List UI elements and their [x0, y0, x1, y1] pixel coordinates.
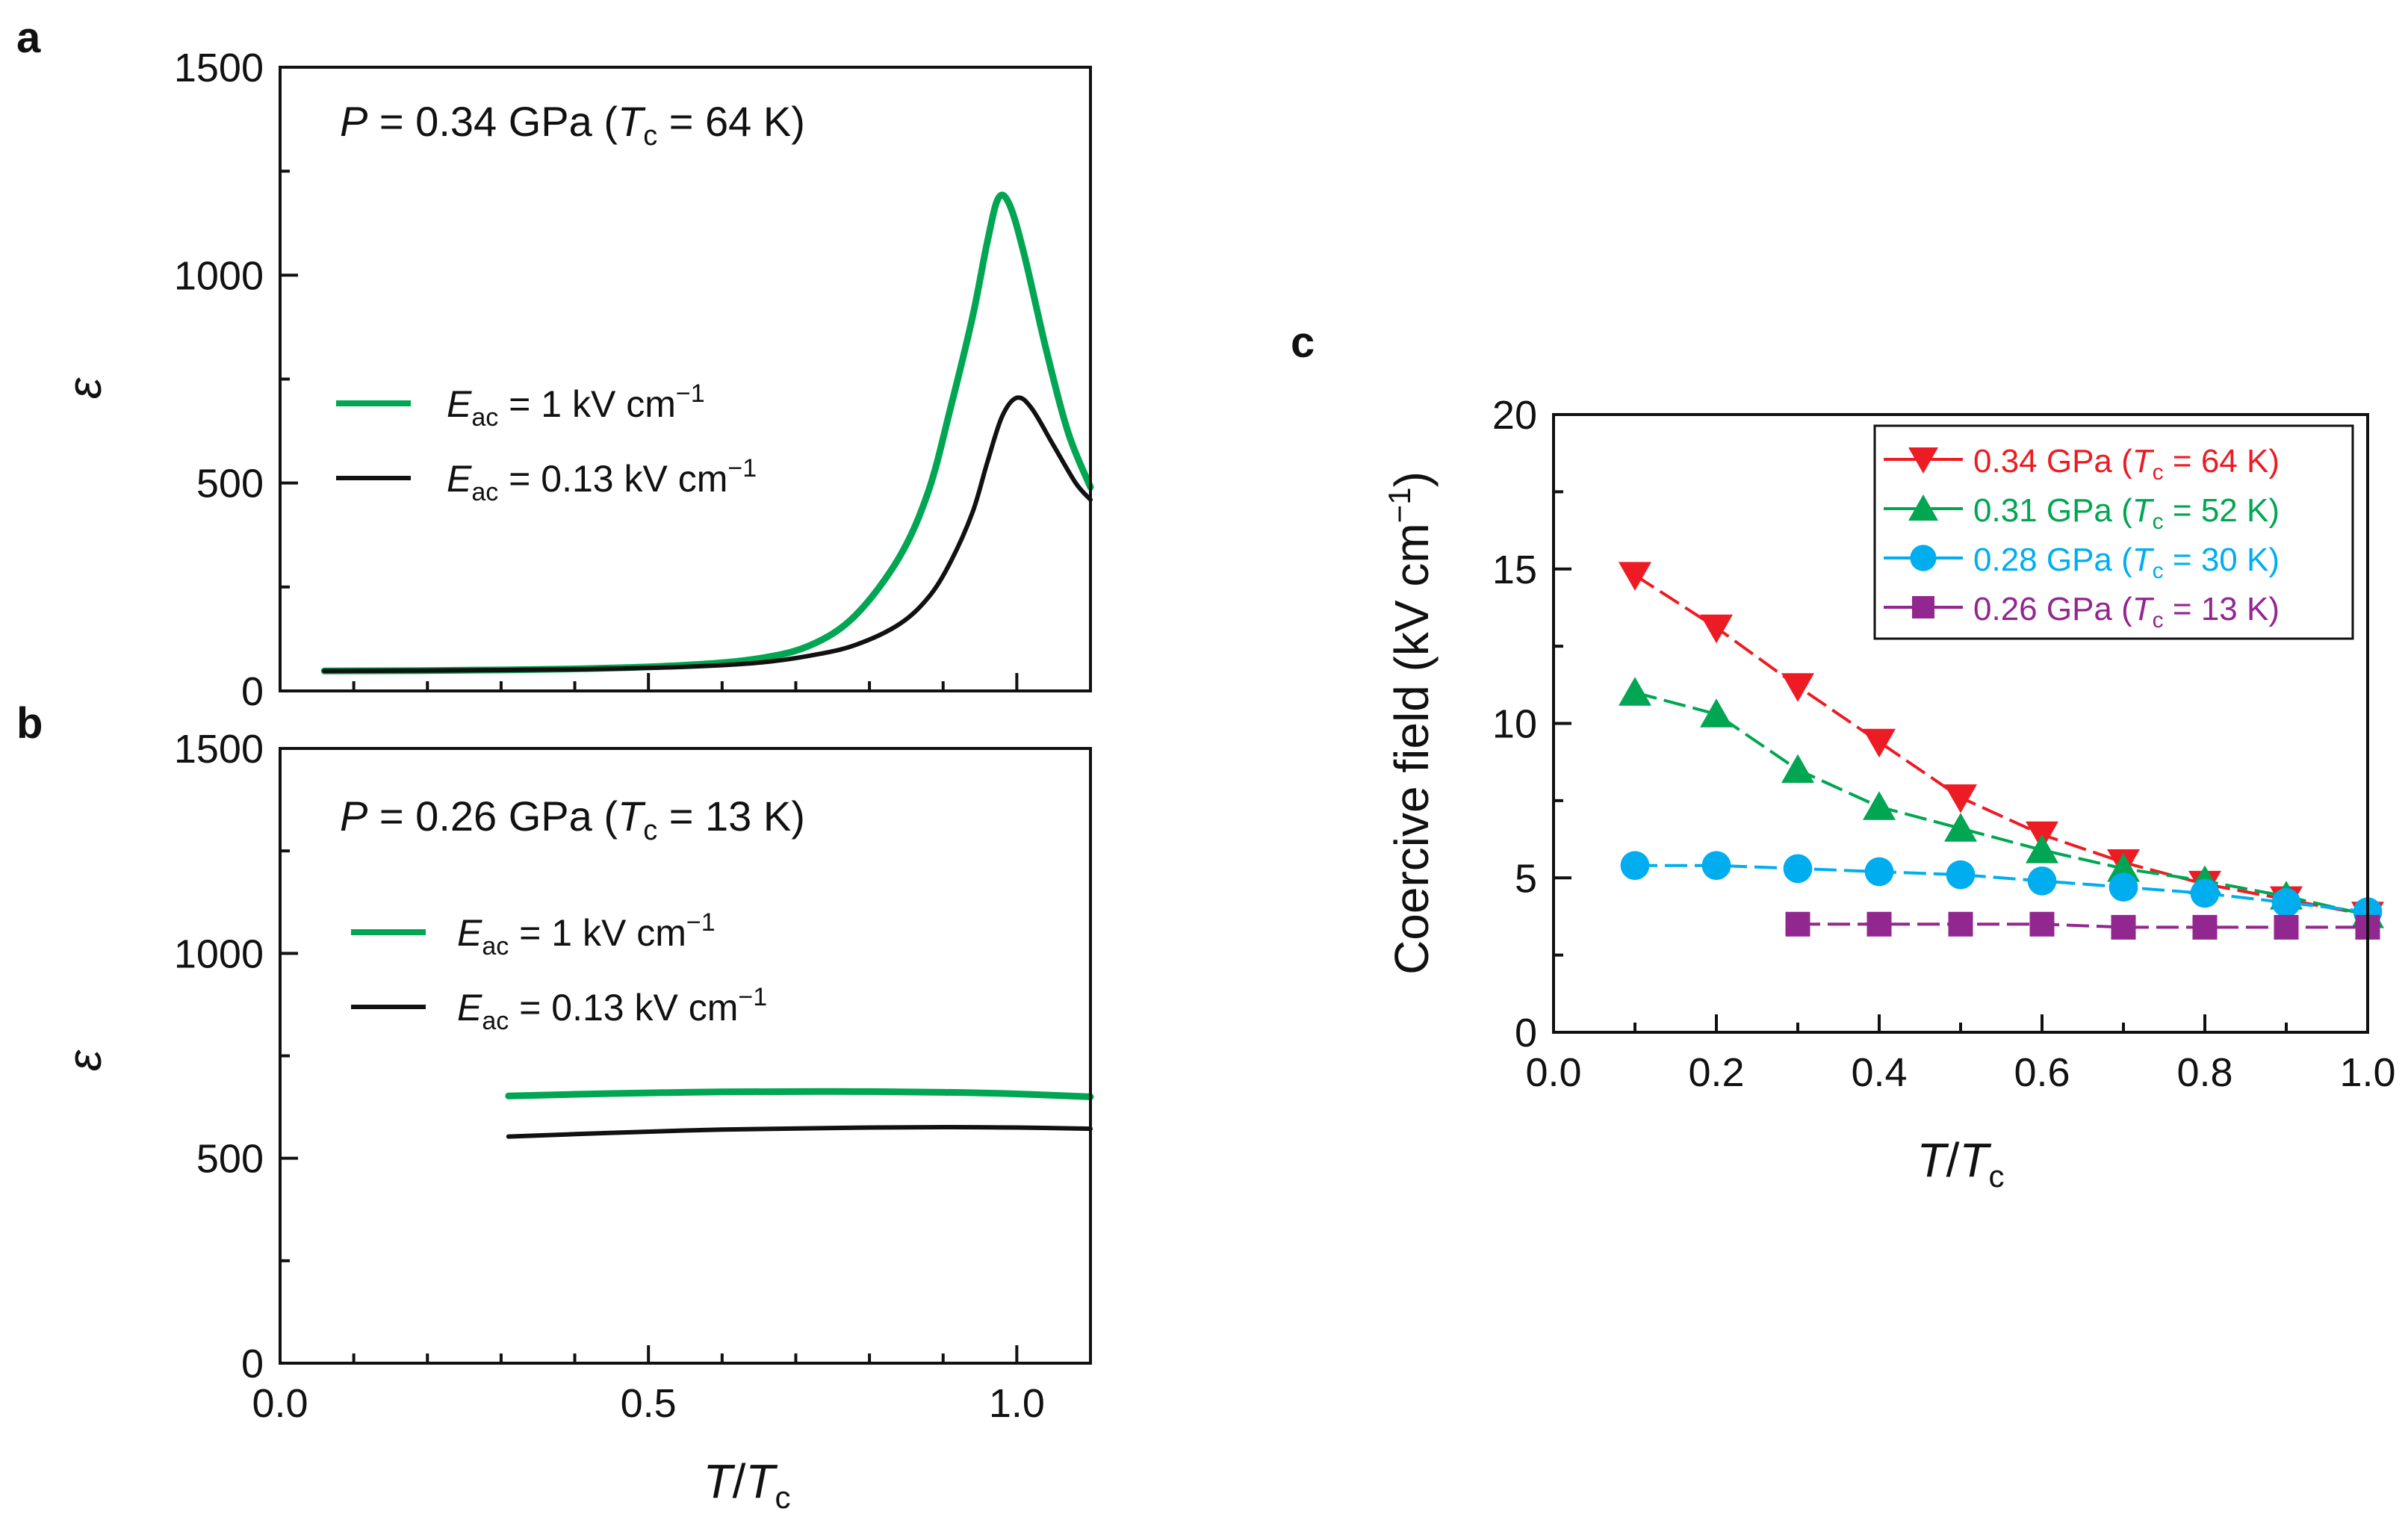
c-series-2-point: [2027, 866, 2057, 896]
panel-a-label: a: [16, 13, 41, 62]
a-ytick-label: 500: [196, 462, 264, 506]
panel-b: b 0.0 0.5 1.0 0 500 1000 1500 ε P = 0.26 GPa (…: [16, 699, 1094, 1515]
c-xtick-label: 0.2: [1688, 1050, 1744, 1095]
legend-label-b-1: Eac = 0.13 kV cm−1: [457, 983, 767, 1035]
legend-c-marker-2: [1910, 545, 1937, 571]
c-series-2-point: [1864, 857, 1894, 887]
legend-c-label-1: 0.31 GPa (Tc = 52 K): [1973, 492, 2280, 534]
c-series-3-point: [1785, 911, 1810, 937]
panel-b-annotation: P = 0.26 GPa (Tc = 13 K): [340, 793, 805, 846]
a-ytick-label: 0: [241, 669, 264, 714]
legend-c-label-0: 0.34 GPa (Tc = 64 K): [1973, 443, 2280, 485]
panel-c: c 0.0 0.2 0.4 0.6 0.8 1.0 0 5 10 15 20 Coercive fi…: [1291, 318, 2396, 1194]
b-xtick-label: 0.0: [252, 1381, 308, 1426]
c-series-2-point: [1701, 851, 1731, 881]
c-series-1-point: [1863, 791, 1896, 820]
c-series-0-point: [1944, 784, 1977, 813]
panel-a-ylabel: ε: [58, 377, 111, 399]
c-series-2-point: [1946, 860, 1976, 890]
panel-a-legend: Eac = 1 kV cm−1 Eac = 0.13 kV cm−1: [336, 379, 757, 506]
c-ytick-label: 10: [1492, 702, 1537, 747]
c-series-2-point: [1783, 854, 1813, 884]
c-series-3-point: [2192, 914, 2218, 940]
b-ytick-label: 1000: [174, 931, 264, 976]
b-series-0-line: [505, 1088, 1094, 1100]
c-series-3-point: [1866, 911, 1892, 937]
c-series-2-line: [1635, 863, 2368, 914]
legend-label-a-1: Eac = 0.13 kV cm−1: [447, 454, 757, 506]
c-series-1-point: [2026, 834, 2058, 863]
panel-b-xlabel: T/Tc: [704, 1454, 791, 1515]
c-xtick-label: 0.8: [2176, 1050, 2232, 1095]
panel-b-ylabel: ε: [58, 1049, 111, 1071]
c-xtick-label: 0.0: [1525, 1050, 1581, 1095]
b-series-1-line: [506, 1124, 1093, 1139]
c-series-2-point: [2190, 878, 2220, 908]
b-xtick-label: 1.0: [989, 1381, 1045, 1426]
c-series-3-point: [1948, 911, 1973, 937]
a-ytick-label: 1500: [174, 46, 264, 90]
b-ytick-label: 1500: [174, 727, 264, 772]
b-ytick-label: 0: [241, 1342, 264, 1386]
b-xtick-label: 0.5: [621, 1381, 677, 1426]
c-series-1-point: [1781, 754, 1814, 784]
c-series-2-point: [2271, 887, 2301, 917]
c-series-0-line: [1633, 574, 2368, 917]
panel-a: a 0 500 1000 1500 ε P = 0.34 GPa (Tc = 64 K…: [16, 13, 1094, 714]
panel-b-legend: Eac = 1 kV cm−1 Eac = 0.13 kV cm−1: [351, 908, 767, 1035]
a-series-1-line: [322, 395, 1093, 674]
c-xtick-label: 0.6: [2014, 1050, 2070, 1095]
c-series-1-point: [2107, 852, 2140, 882]
a-ytick-label: 1000: [174, 253, 264, 298]
legend-label-a-0: Eac = 1 kV cm−1: [447, 379, 705, 432]
c-series-3-point: [2274, 914, 2299, 940]
c-ytick-label: 20: [1492, 393, 1537, 438]
b-ytick-label: 500: [196, 1137, 264, 1182]
legend-c-marker-1: [1908, 494, 1938, 521]
legend-box-c: [1873, 424, 2354, 640]
c-xtick-label: 1.0: [2339, 1050, 2395, 1095]
c-series-2-point: [2108, 872, 2138, 902]
panel-a-annotation: P = 0.34 GPa (Tc = 64 K): [340, 98, 805, 152]
c-xtick-label: 0.4: [1851, 1050, 1907, 1095]
legend-c-label-2: 0.28 GPa (Tc = 30 K): [1973, 542, 2280, 583]
a-series-0-line: [320, 191, 1094, 674]
c-series-1-point: [1944, 813, 1977, 842]
legend-c-marker-3: [1912, 596, 1934, 618]
c-series-3-point: [2111, 914, 2136, 940]
legend-label-b-0: Eac = 1 kV cm−1: [457, 908, 716, 961]
legend-c-label-3: 0.26 GPa (Tc = 13 K): [1973, 591, 2280, 633]
c-series-0-point: [1619, 562, 1651, 591]
c-series-1-line: [1634, 691, 2368, 917]
c-series-1-point: [1700, 698, 1733, 728]
panel-c-ylabel: Coercive field (kV cm−1): [1382, 471, 1439, 975]
c-series-0-point: [1863, 728, 1896, 758]
panel-c-legend: 0.34 GPa (Tc = 64 K) 0.31 GPa (Tc = 52 K)…: [1873, 424, 2354, 640]
panel-c-label: c: [1291, 318, 1315, 367]
c-series-3-point: [2029, 911, 2055, 937]
c-series-3-line: [1798, 922, 2368, 929]
legend-c-marker-0: [1908, 447, 1938, 474]
c-ytick-label: 15: [1492, 548, 1537, 592]
c-series-2-point: [1620, 851, 1650, 881]
panel-c-xlabel: T/Tc: [1917, 1133, 2005, 1194]
c-series-1-point: [1619, 677, 1651, 706]
panel-b-label: b: [16, 699, 43, 748]
c-series-0-point: [1700, 614, 1733, 644]
c-ytick-label: 5: [1515, 856, 1537, 901]
c-series-0-point: [1781, 673, 1814, 702]
panel-b-frame: [279, 747, 1092, 1365]
c-ytick-label: 0: [1515, 1011, 1537, 1055]
